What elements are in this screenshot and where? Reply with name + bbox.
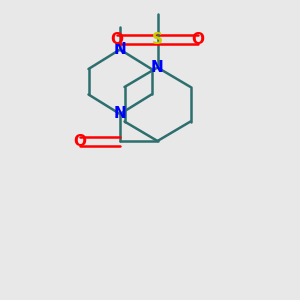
Text: O: O	[73, 134, 86, 148]
Text: N: N	[114, 106, 126, 122]
Text: S: S	[152, 32, 163, 46]
Text: N: N	[114, 42, 126, 57]
Text: O: O	[110, 32, 124, 46]
Text: N: N	[151, 60, 164, 75]
Text: O: O	[191, 32, 205, 46]
